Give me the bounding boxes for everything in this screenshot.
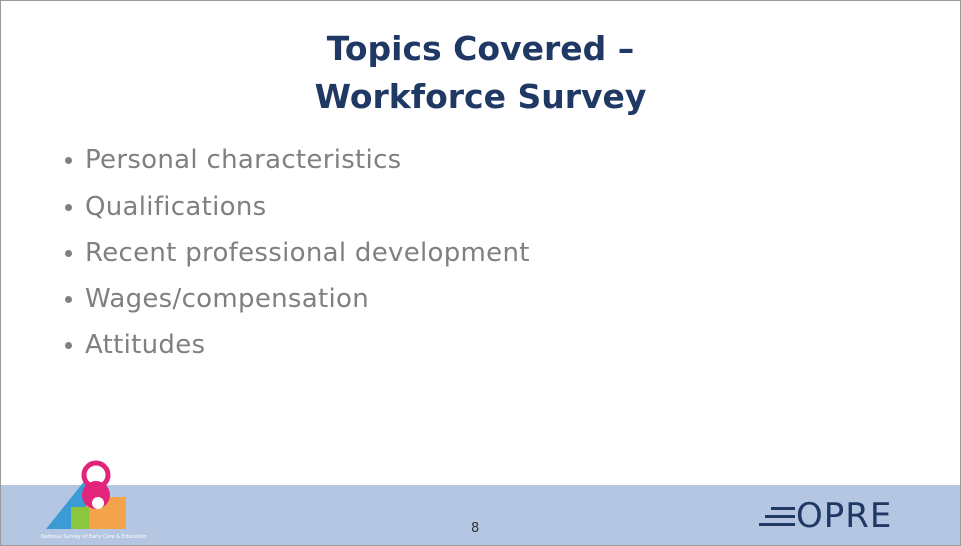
- footer-band: [1, 485, 960, 545]
- bullet-dot: [65, 296, 72, 303]
- page-number: 8: [471, 521, 480, 536]
- bullet-text: Qualifications: [85, 192, 267, 222]
- opre-lines: [759, 507, 795, 526]
- bullet-dot: [65, 204, 72, 211]
- bullet-text: Recent professional development: [85, 238, 530, 268]
- bullet-dot: [65, 157, 72, 164]
- survey-logo: [46, 460, 126, 529]
- title-line: Topics Covered –: [326, 29, 635, 68]
- opre-logo-text: OPRE: [796, 496, 893, 536]
- logo-line: [771, 507, 795, 510]
- logo-line: [759, 523, 795, 526]
- survey-caption: National Survey of Early Care & Educatio…: [41, 534, 147, 540]
- logo-shape: [71, 507, 89, 529]
- bullet-dot: [65, 342, 72, 349]
- bullet-dot: [65, 250, 72, 257]
- logo-shape: [92, 497, 104, 509]
- bullet-text: Personal characteristics: [85, 145, 402, 175]
- bullet-text: Attitudes: [85, 330, 206, 360]
- title-line: Workforce Survey: [314, 77, 647, 116]
- logo-line: [765, 515, 795, 518]
- bullet-text: Wages/compensation: [85, 284, 369, 314]
